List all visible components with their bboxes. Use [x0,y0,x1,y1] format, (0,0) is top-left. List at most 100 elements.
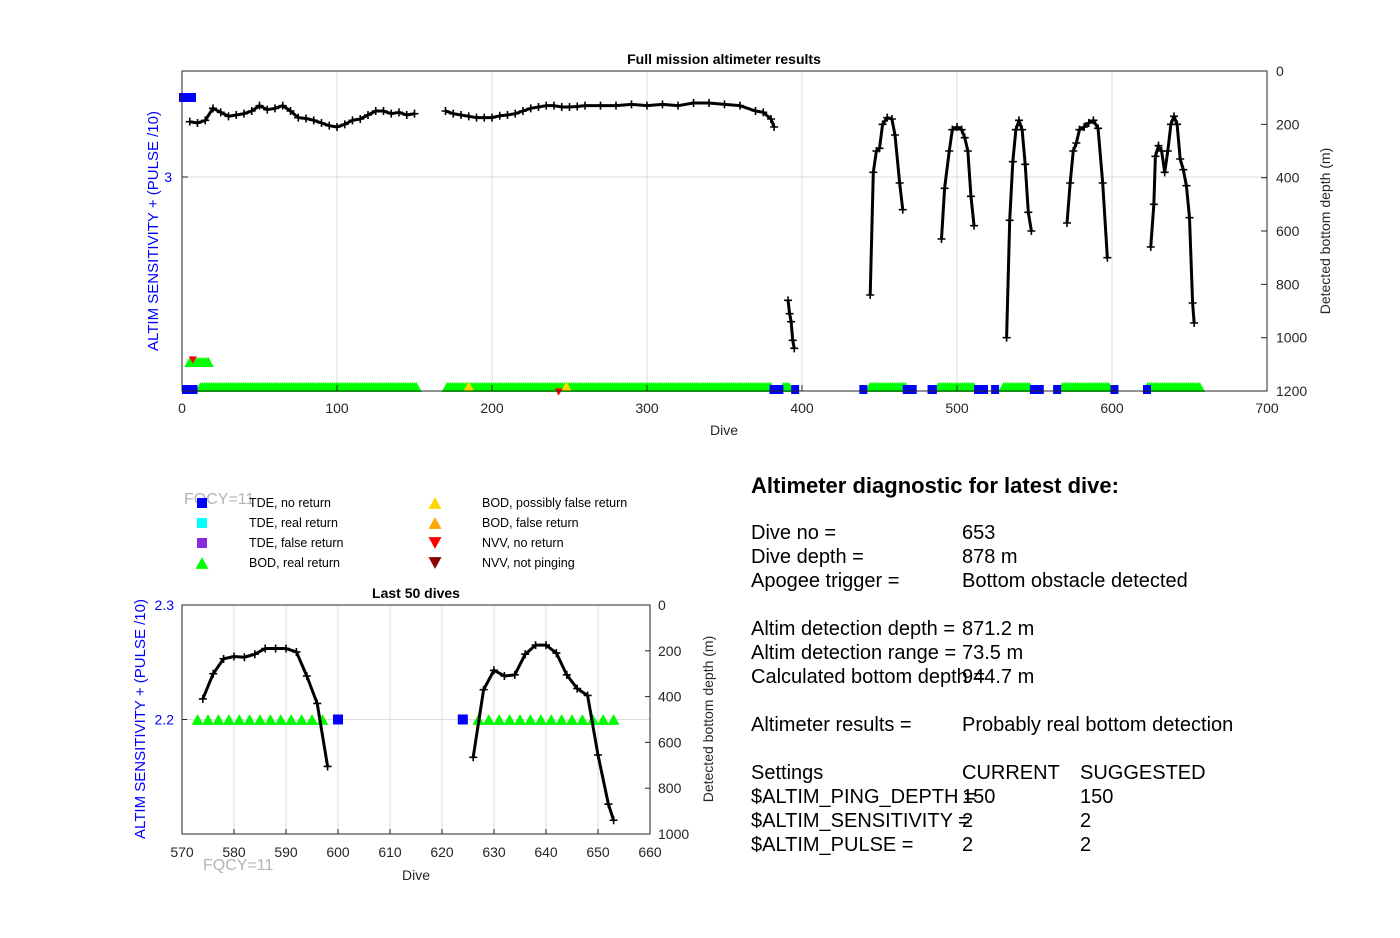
bottom-right-ticks: 0 200 400 600 800 1000 [645,597,689,842]
depth-marker [261,644,270,653]
top-x-tick-label: 500 [945,400,969,416]
bottom-x-tick-label: 580 [222,844,246,860]
tde-no-return-marker [902,385,917,394]
depth-marker [581,101,589,110]
depth-marker [1018,125,1027,134]
depth-marker [219,654,228,663]
top-right-ticks: 0 200 400 600 800 1000 1200 [1261,63,1307,399]
settings-header-current: CURRENT [962,762,1060,784]
tde-no-return-marker [1110,385,1119,394]
depth-marker [565,103,574,111]
depth-marker [193,119,202,127]
depth-marker [240,653,249,662]
top-left-ticks: 3 [164,169,188,185]
tde-no-return-marker [927,385,937,394]
settings-header-label: Settings [751,762,823,784]
depth-marker [510,670,519,679]
depth-marker [1084,119,1093,127]
depth-marker [488,113,496,122]
depth-marker [1151,152,1160,161]
depth-marker [479,685,488,694]
top-chart-title: Full mission altimeter results [627,51,821,67]
diagnostic-value: 871.2 m [962,618,1034,640]
diagnostic-label: Apogee trigger = [751,570,899,592]
depth-marker [895,179,904,187]
bottom-x-tick-label: 570 [170,844,194,860]
depth-marker [542,101,551,110]
depth-marker [1163,147,1172,155]
depth-marker [596,101,605,110]
tde-no-return-marker [859,385,868,394]
legend-triangle-icon [428,537,442,549]
depth-marker [209,669,218,678]
depth-marker [449,109,458,118]
depth-marker [500,671,509,680]
depth-marker [464,112,473,121]
depth-marker [503,111,512,119]
depth-marker [720,100,729,109]
depth-marker [526,104,535,113]
bod-real-return-marker [493,714,506,725]
legend-item-label: BOD, possibly false return [482,496,627,510]
depth-marker [240,109,248,118]
depth-marker [323,762,332,771]
depth-marker [356,115,365,123]
depth-marker [271,104,279,113]
top-right-tick-label: 0 [1276,63,1284,79]
diagnostic-value: 73.5 m [962,642,1023,664]
bottom-left-ticks: 2.3 2.2 [155,597,187,728]
bod-real-return-marker [202,357,214,367]
legend-square-icon [197,538,207,548]
bod-real-return-marker [274,714,287,725]
depth-marker [282,644,290,653]
depth-marker [1080,123,1089,131]
bod-real-return-marker [503,714,516,725]
bottom-right-tick-label: 200 [658,643,682,659]
depth-line [1065,118,1109,258]
diagnostic-value: 653 [962,522,995,544]
bod-real-return-marker [243,714,256,725]
depth-marker [348,116,357,125]
legend-square-icon [197,498,207,508]
legend-square-icon [197,518,207,528]
settings-label: $ALTIM_PING_DEPTH = [751,786,976,808]
depth-marker [1182,181,1191,190]
depth-marker [1089,116,1098,125]
depth-marker [441,107,450,115]
bod-real-return-marker [295,714,308,725]
depth-marker [1002,333,1011,342]
top-left-tick-label: 3 [164,169,172,185]
depth-marker [573,102,582,111]
bottom-x-tick-label: 600 [326,844,350,860]
depth-marker [292,647,301,656]
diagnostic-label: Altim detection range = [751,642,956,664]
depth-marker [552,649,561,658]
depth-marker [674,101,682,110]
tde-no-return-marker [1053,385,1062,394]
diagnostic-value: Probably real bottom detection [962,714,1233,736]
top-right-tick-label: 800 [1276,276,1300,292]
settings-suggested-value: 2 [1080,834,1091,856]
depth-marker [1015,116,1023,125]
depth-marker [1075,125,1084,134]
top-x-tick-label: 100 [325,400,349,416]
diagnostic-panel: Altimeter diagnostic for latest dive: Di… [751,473,1233,856]
depth-marker [198,694,207,703]
depth-marker [1027,227,1036,235]
tde-no-return-marker [991,385,1000,394]
depth-marker [340,120,349,129]
nvv-no-return-marker [554,388,563,396]
depth-marker [767,115,775,123]
depth-marker [1154,141,1163,150]
top-right-tick-label: 1200 [1276,383,1307,399]
top-right-tick-label: 400 [1276,170,1300,186]
depth-marker [216,108,225,117]
depth-line [868,116,905,296]
depth-marker [1170,112,1178,121]
depth-marker [609,816,618,825]
legend-triangle-icon [428,497,442,509]
depth-marker [957,125,966,134]
top-x-tick-label: 600 [1100,400,1124,416]
depth-marker [898,205,907,214]
bottom-left-tick-label: 2.2 [155,712,175,728]
